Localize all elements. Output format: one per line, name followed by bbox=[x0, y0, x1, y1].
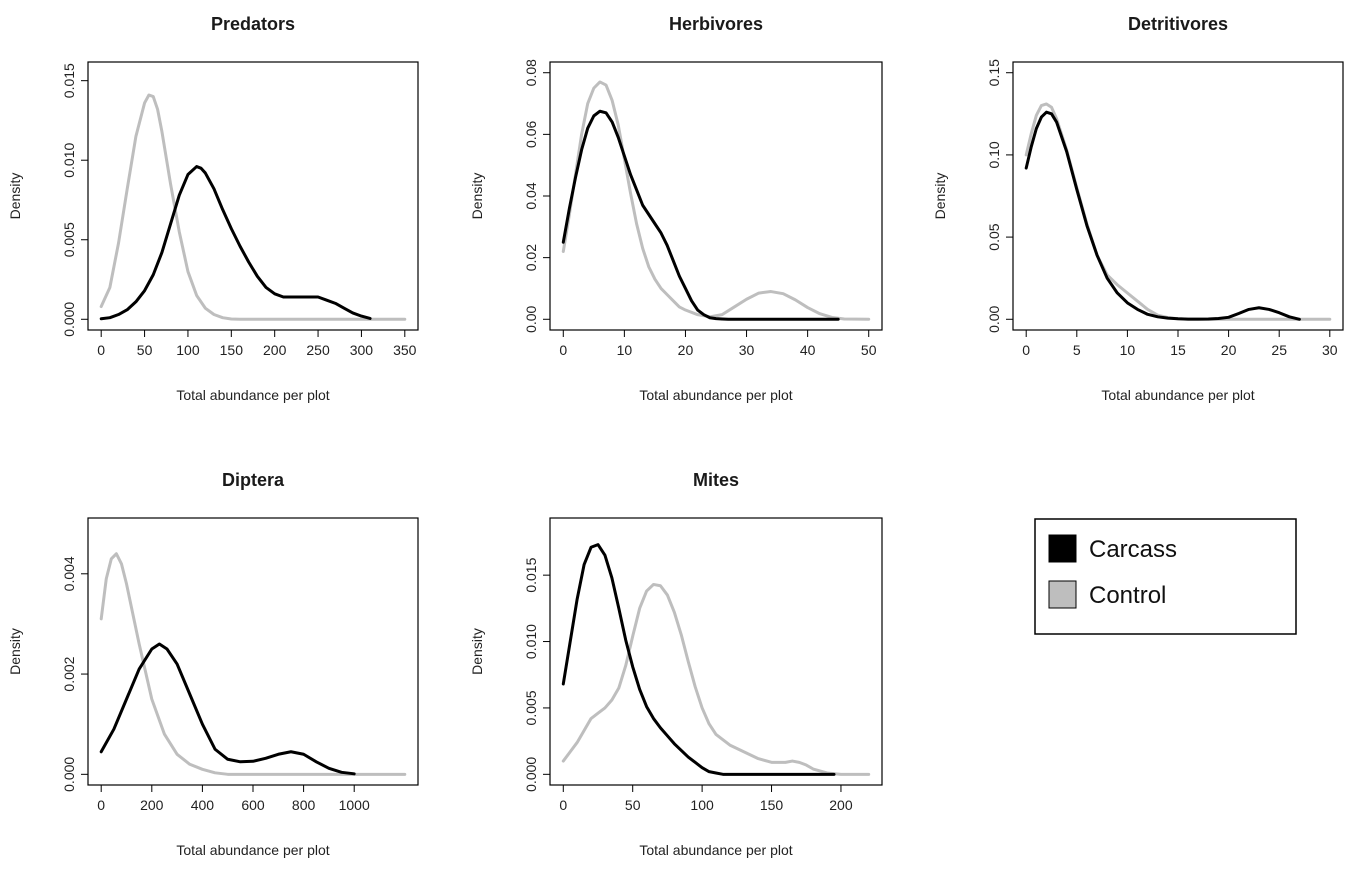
x-tick-label: 400 bbox=[191, 797, 215, 813]
x-tick-label: 300 bbox=[350, 342, 374, 358]
x-tick-label: 5 bbox=[1073, 342, 1081, 358]
x-axis-label: Total abundance per plot bbox=[639, 842, 792, 858]
panel-detritivores: Detritivores 0 5 10 15 20 25 30 0.00 0.05 0.10 0.15… bbox=[932, 14, 1344, 403]
x-tick-label: 800 bbox=[292, 797, 316, 813]
plot-frame bbox=[549, 517, 883, 786]
y-axis-label: Density bbox=[932, 173, 948, 220]
plot-frame bbox=[87, 61, 419, 331]
series-line-control bbox=[561, 582, 871, 776]
legend-label-control: Control bbox=[1089, 582, 1166, 609]
legend: Carcass Control bbox=[1034, 518, 1297, 635]
y-tick-label: 0.005 bbox=[61, 222, 77, 257]
plot-frame bbox=[549, 61, 883, 331]
x-axis-label: Total abundance per plot bbox=[1101, 387, 1254, 403]
x-tick-label: 250 bbox=[306, 342, 330, 358]
y-axis-label: Density bbox=[7, 628, 23, 675]
y-axis-label: Density bbox=[469, 173, 485, 220]
x-tick-label: 600 bbox=[241, 797, 265, 813]
x-tick-label: 30 bbox=[1322, 342, 1338, 358]
x-tick-label: 20 bbox=[678, 342, 694, 358]
x-tick-label: 0 bbox=[559, 342, 567, 358]
panel-title: Diptera bbox=[222, 470, 285, 490]
y-tick-label: 0.04 bbox=[523, 182, 539, 209]
x-tick-label: 0 bbox=[97, 797, 105, 813]
x-tick-label: 0 bbox=[559, 797, 567, 813]
panel-title: Detritivores bbox=[1128, 14, 1228, 34]
series-line-control bbox=[561, 80, 871, 321]
x-tick-label: 100 bbox=[690, 797, 714, 813]
series-line-carcass bbox=[561, 543, 836, 776]
x-tick-label: 30 bbox=[739, 342, 755, 358]
x-tick-label: 10 bbox=[617, 342, 633, 358]
panel-title: Predators bbox=[211, 14, 295, 34]
series-line-control bbox=[99, 93, 407, 321]
y-tick-label: 0.010 bbox=[61, 142, 77, 177]
panel-title: Herbivores bbox=[669, 14, 763, 34]
x-tick-label: 0 bbox=[1022, 342, 1030, 358]
y-tick-label: 0.000 bbox=[523, 757, 539, 792]
y-tick-label: 0.10 bbox=[986, 141, 1002, 168]
panel-mites: Mites 0 50 100 150 200 0.000 0.005 0.010 0.015 Tot… bbox=[469, 470, 883, 858]
series-line-carcass bbox=[99, 642, 356, 776]
legend-box bbox=[1034, 518, 1297, 635]
y-tick-label: 0.005 bbox=[523, 690, 539, 725]
y-axis-label: Density bbox=[469, 628, 485, 675]
y-tick-label: 0.08 bbox=[523, 59, 539, 86]
x-tick-label: 40 bbox=[800, 342, 816, 358]
y-tick-label: 0.00 bbox=[523, 305, 539, 332]
x-tick-label: 50 bbox=[137, 342, 153, 358]
y-tick-label: 0.004 bbox=[61, 556, 77, 591]
plot-frame bbox=[1012, 61, 1344, 331]
x-tick-label: 200 bbox=[140, 797, 164, 813]
y-tick-label: 0.02 bbox=[523, 244, 539, 271]
x-axis-label: Total abundance per plot bbox=[176, 387, 329, 403]
x-tick-label: 100 bbox=[176, 342, 200, 358]
y-tick-label: 0.05 bbox=[986, 223, 1002, 250]
y-tick-label: 0.002 bbox=[61, 656, 77, 691]
series-line-carcass bbox=[561, 109, 840, 321]
series-line-carcass bbox=[1024, 110, 1301, 321]
series-line-control bbox=[1024, 102, 1332, 321]
y-tick-label: 0.010 bbox=[523, 624, 539, 659]
legend-label-carcass: Carcass bbox=[1089, 536, 1177, 563]
panel-herbivores: Herbivores 0 10 20 30 40 50 0.00 0.02 0.04 0.06 0.0… bbox=[469, 14, 883, 403]
y-tick-label: 0.000 bbox=[61, 302, 77, 337]
x-tick-label: 10 bbox=[1120, 342, 1136, 358]
y-tick-label: 0.15 bbox=[986, 59, 1002, 86]
x-tick-label: 200 bbox=[829, 797, 853, 813]
y-axis-label: Density bbox=[7, 173, 23, 220]
series-line-control bbox=[99, 552, 407, 776]
x-tick-label: 150 bbox=[760, 797, 784, 813]
y-tick-label: 0.000 bbox=[61, 757, 77, 792]
plot-frame bbox=[87, 517, 419, 786]
x-tick-label: 1000 bbox=[339, 797, 370, 813]
x-tick-label: 25 bbox=[1271, 342, 1287, 358]
x-tick-label: 350 bbox=[393, 342, 417, 358]
y-tick-label: 0.015 bbox=[61, 63, 77, 98]
panel-diptera: Diptera 0 200 400 600 800 1000 0.000 0.002 0.004 T… bbox=[7, 470, 419, 858]
y-tick-label: 0.00 bbox=[986, 305, 1002, 332]
series-line-carcass bbox=[99, 165, 372, 321]
panel-title: Mites bbox=[693, 470, 739, 490]
x-tick-label: 50 bbox=[625, 797, 641, 813]
y-tick-label: 0.06 bbox=[523, 121, 539, 148]
x-tick-label: 50 bbox=[861, 342, 877, 358]
panel-predators: Predators 0 50 100 150 200 250 300 350 0.000 0.005… bbox=[7, 14, 419, 403]
x-tick-label: 200 bbox=[263, 342, 287, 358]
x-tick-label: 20 bbox=[1221, 342, 1237, 358]
legend-swatch-control bbox=[1048, 580, 1077, 609]
x-axis-label: Total abundance per plot bbox=[176, 842, 329, 858]
y-tick-label: 0.015 bbox=[523, 557, 539, 592]
x-tick-label: 150 bbox=[220, 342, 244, 358]
x-axis-label: Total abundance per plot bbox=[639, 387, 792, 403]
x-tick-label: 15 bbox=[1170, 342, 1186, 358]
x-tick-label: 0 bbox=[97, 342, 105, 358]
legend-swatch-carcass bbox=[1048, 534, 1077, 563]
